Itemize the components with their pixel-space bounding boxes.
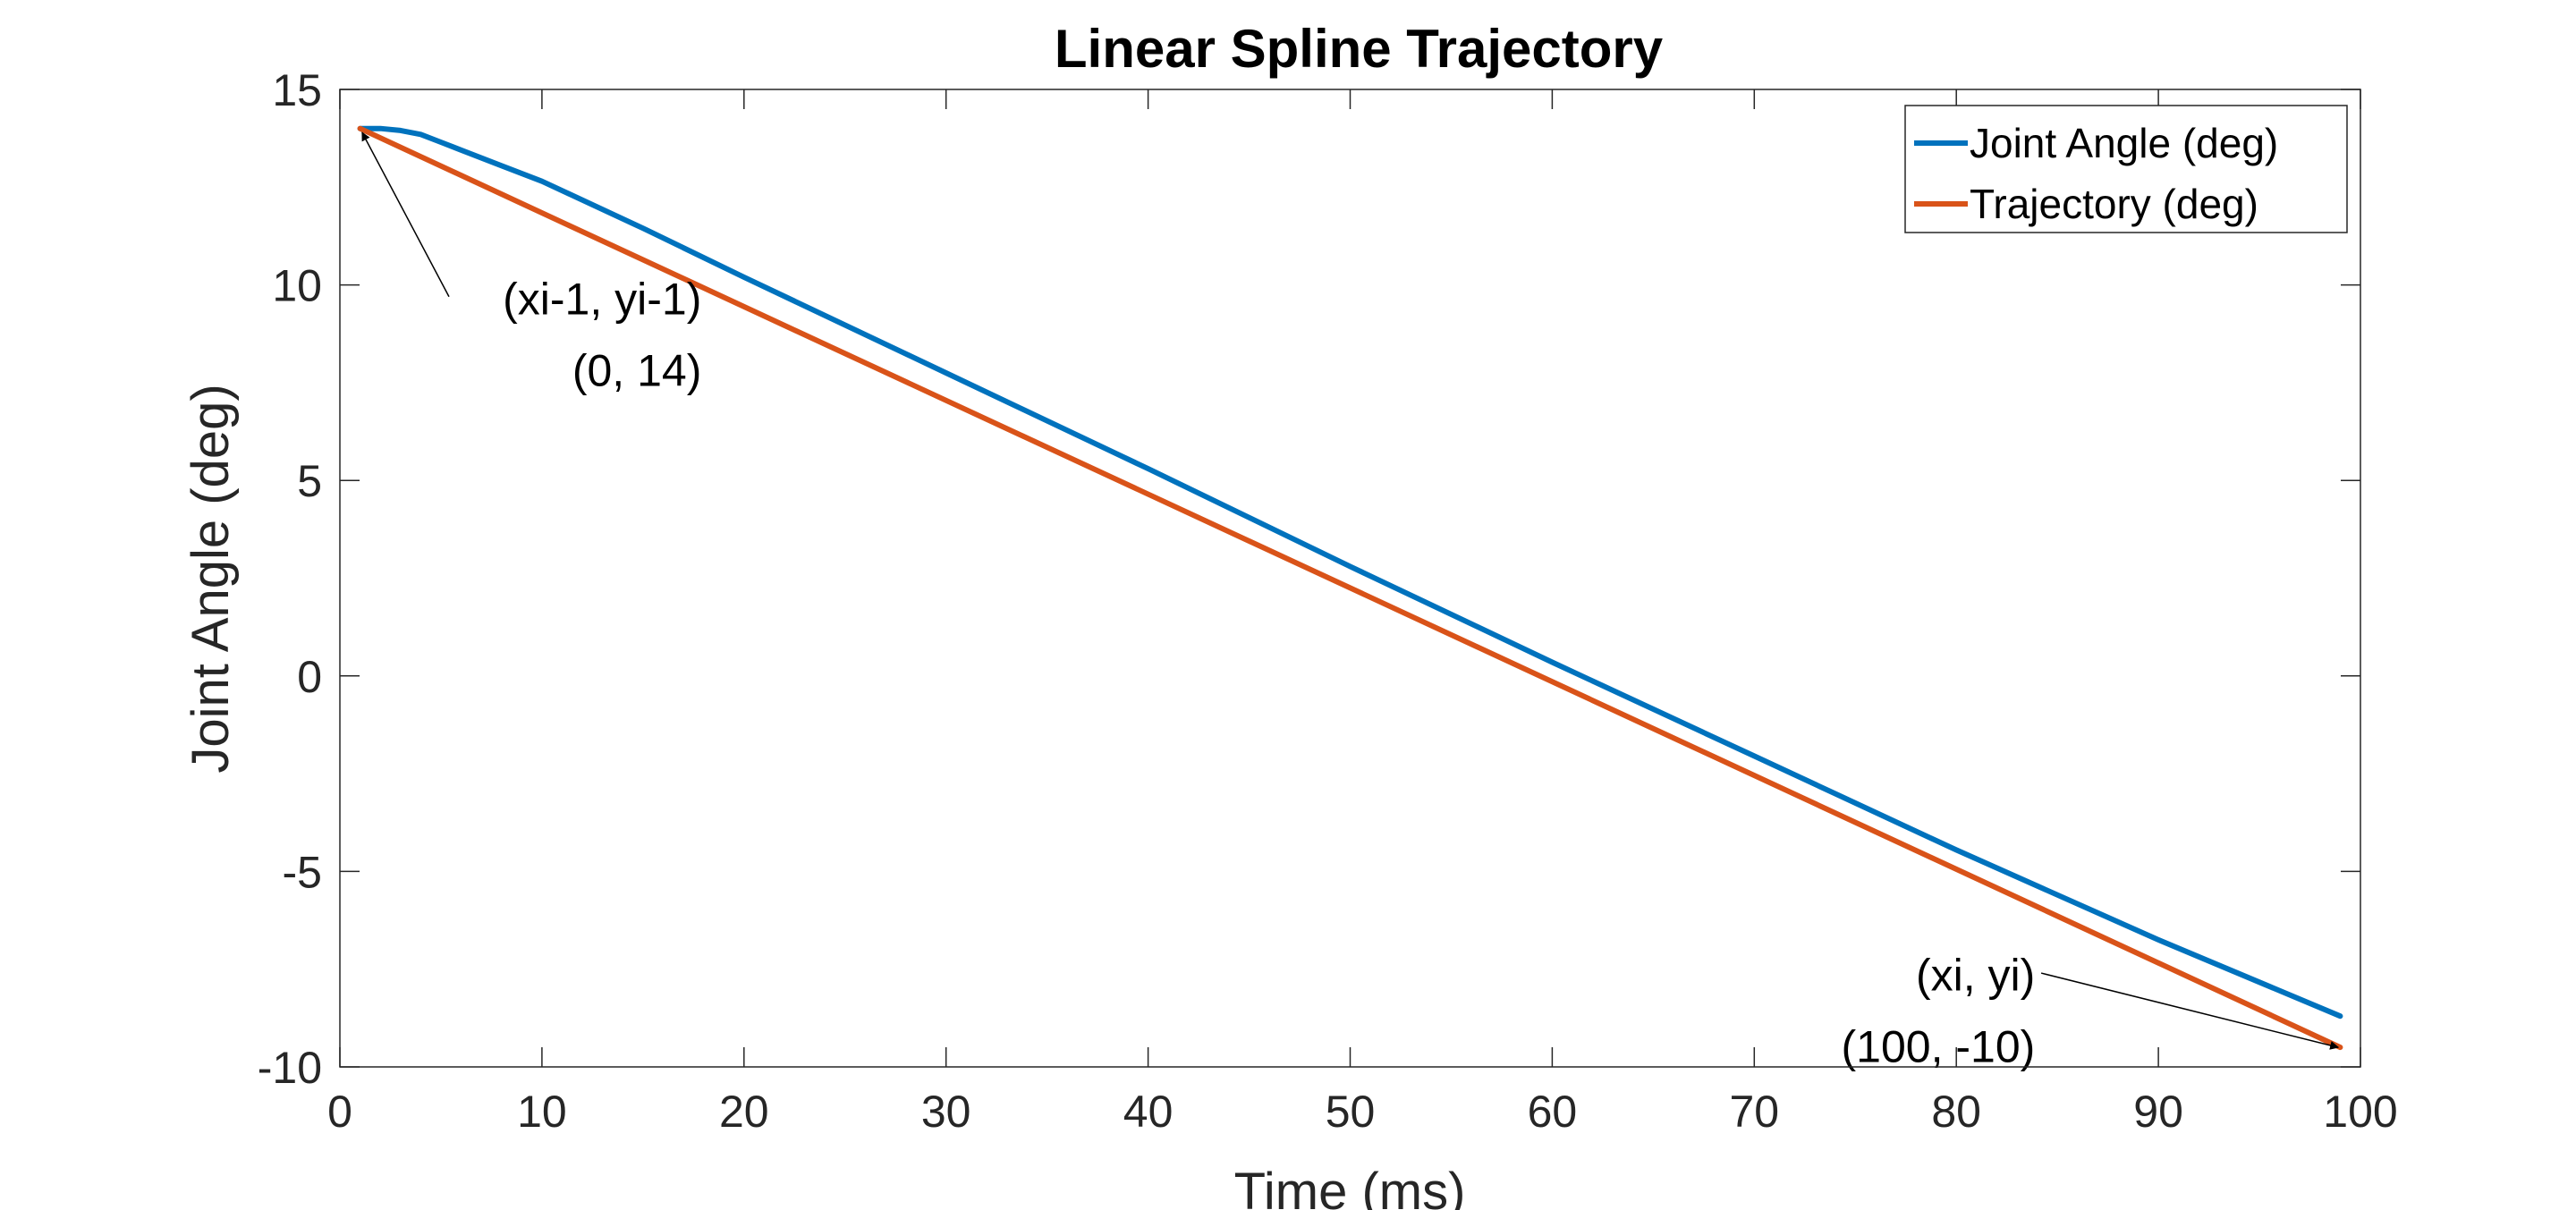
x-tick-label: 90 xyxy=(2133,1087,2183,1137)
legend-box xyxy=(1904,105,2348,233)
plot-box xyxy=(339,89,2361,1068)
x-axis-label: Time (ms) xyxy=(1234,1163,1466,1210)
y-tick-label: -5 xyxy=(283,847,322,897)
annotation-text-end: (xi, yi) xyxy=(1916,951,2035,1001)
series-line-1 xyxy=(357,125,2343,1020)
x-tick-label: 80 xyxy=(1931,1087,1981,1137)
y-tick-label: -10 xyxy=(258,1043,322,1093)
series-layer xyxy=(357,125,2343,1051)
chart-title: Linear Spline Trajectory xyxy=(1055,19,1664,79)
x-tick-label: 100 xyxy=(2323,1087,2397,1137)
x-tick-label: 20 xyxy=(719,1087,769,1137)
x-tick-label: 40 xyxy=(1123,1087,1174,1137)
annotation-arrow-end xyxy=(2040,972,2340,1050)
x-tick-label: 50 xyxy=(1326,1087,1376,1137)
y-axis-label: Joint Angle (deg) xyxy=(182,384,240,773)
y-tick-label: 15 xyxy=(272,65,322,115)
x-tick-label: 0 xyxy=(327,1087,352,1137)
x-tick-label: 30 xyxy=(921,1087,971,1137)
legend-label-1: Joint Angle (deg) xyxy=(1970,120,2278,166)
legend-label-2: Trajectory (deg) xyxy=(1970,181,2258,227)
annotation-text-start: (xi-1, yi-1) xyxy=(503,274,701,324)
y-tick-label: 0 xyxy=(297,652,322,702)
annotation-text-start: (0, 14) xyxy=(572,345,702,395)
annotation-arrow-start xyxy=(361,131,450,298)
series-line-2 xyxy=(357,125,2343,1051)
x-tick-label: 60 xyxy=(1528,1087,1578,1137)
y-tick-label: 5 xyxy=(297,456,322,506)
x-tick-label: 70 xyxy=(1729,1087,1779,1137)
y-tick-label: 10 xyxy=(272,261,322,311)
legend: Joint Angle (deg) Trajectory (deg) xyxy=(1904,105,2348,233)
x-tick-label: 10 xyxy=(517,1087,567,1137)
annotation-text-end: (100, -10) xyxy=(1842,1022,2036,1072)
annotations: (xi-1, yi-1) (0, 14) (xi, yi) (100, -10) xyxy=(361,131,2340,1072)
axis-ticks: 0 10 20 30 40 50 60 70 80 90 100 -10 -5 0 5 10 15 xyxy=(258,65,2398,1137)
plot-background xyxy=(340,89,2360,1067)
